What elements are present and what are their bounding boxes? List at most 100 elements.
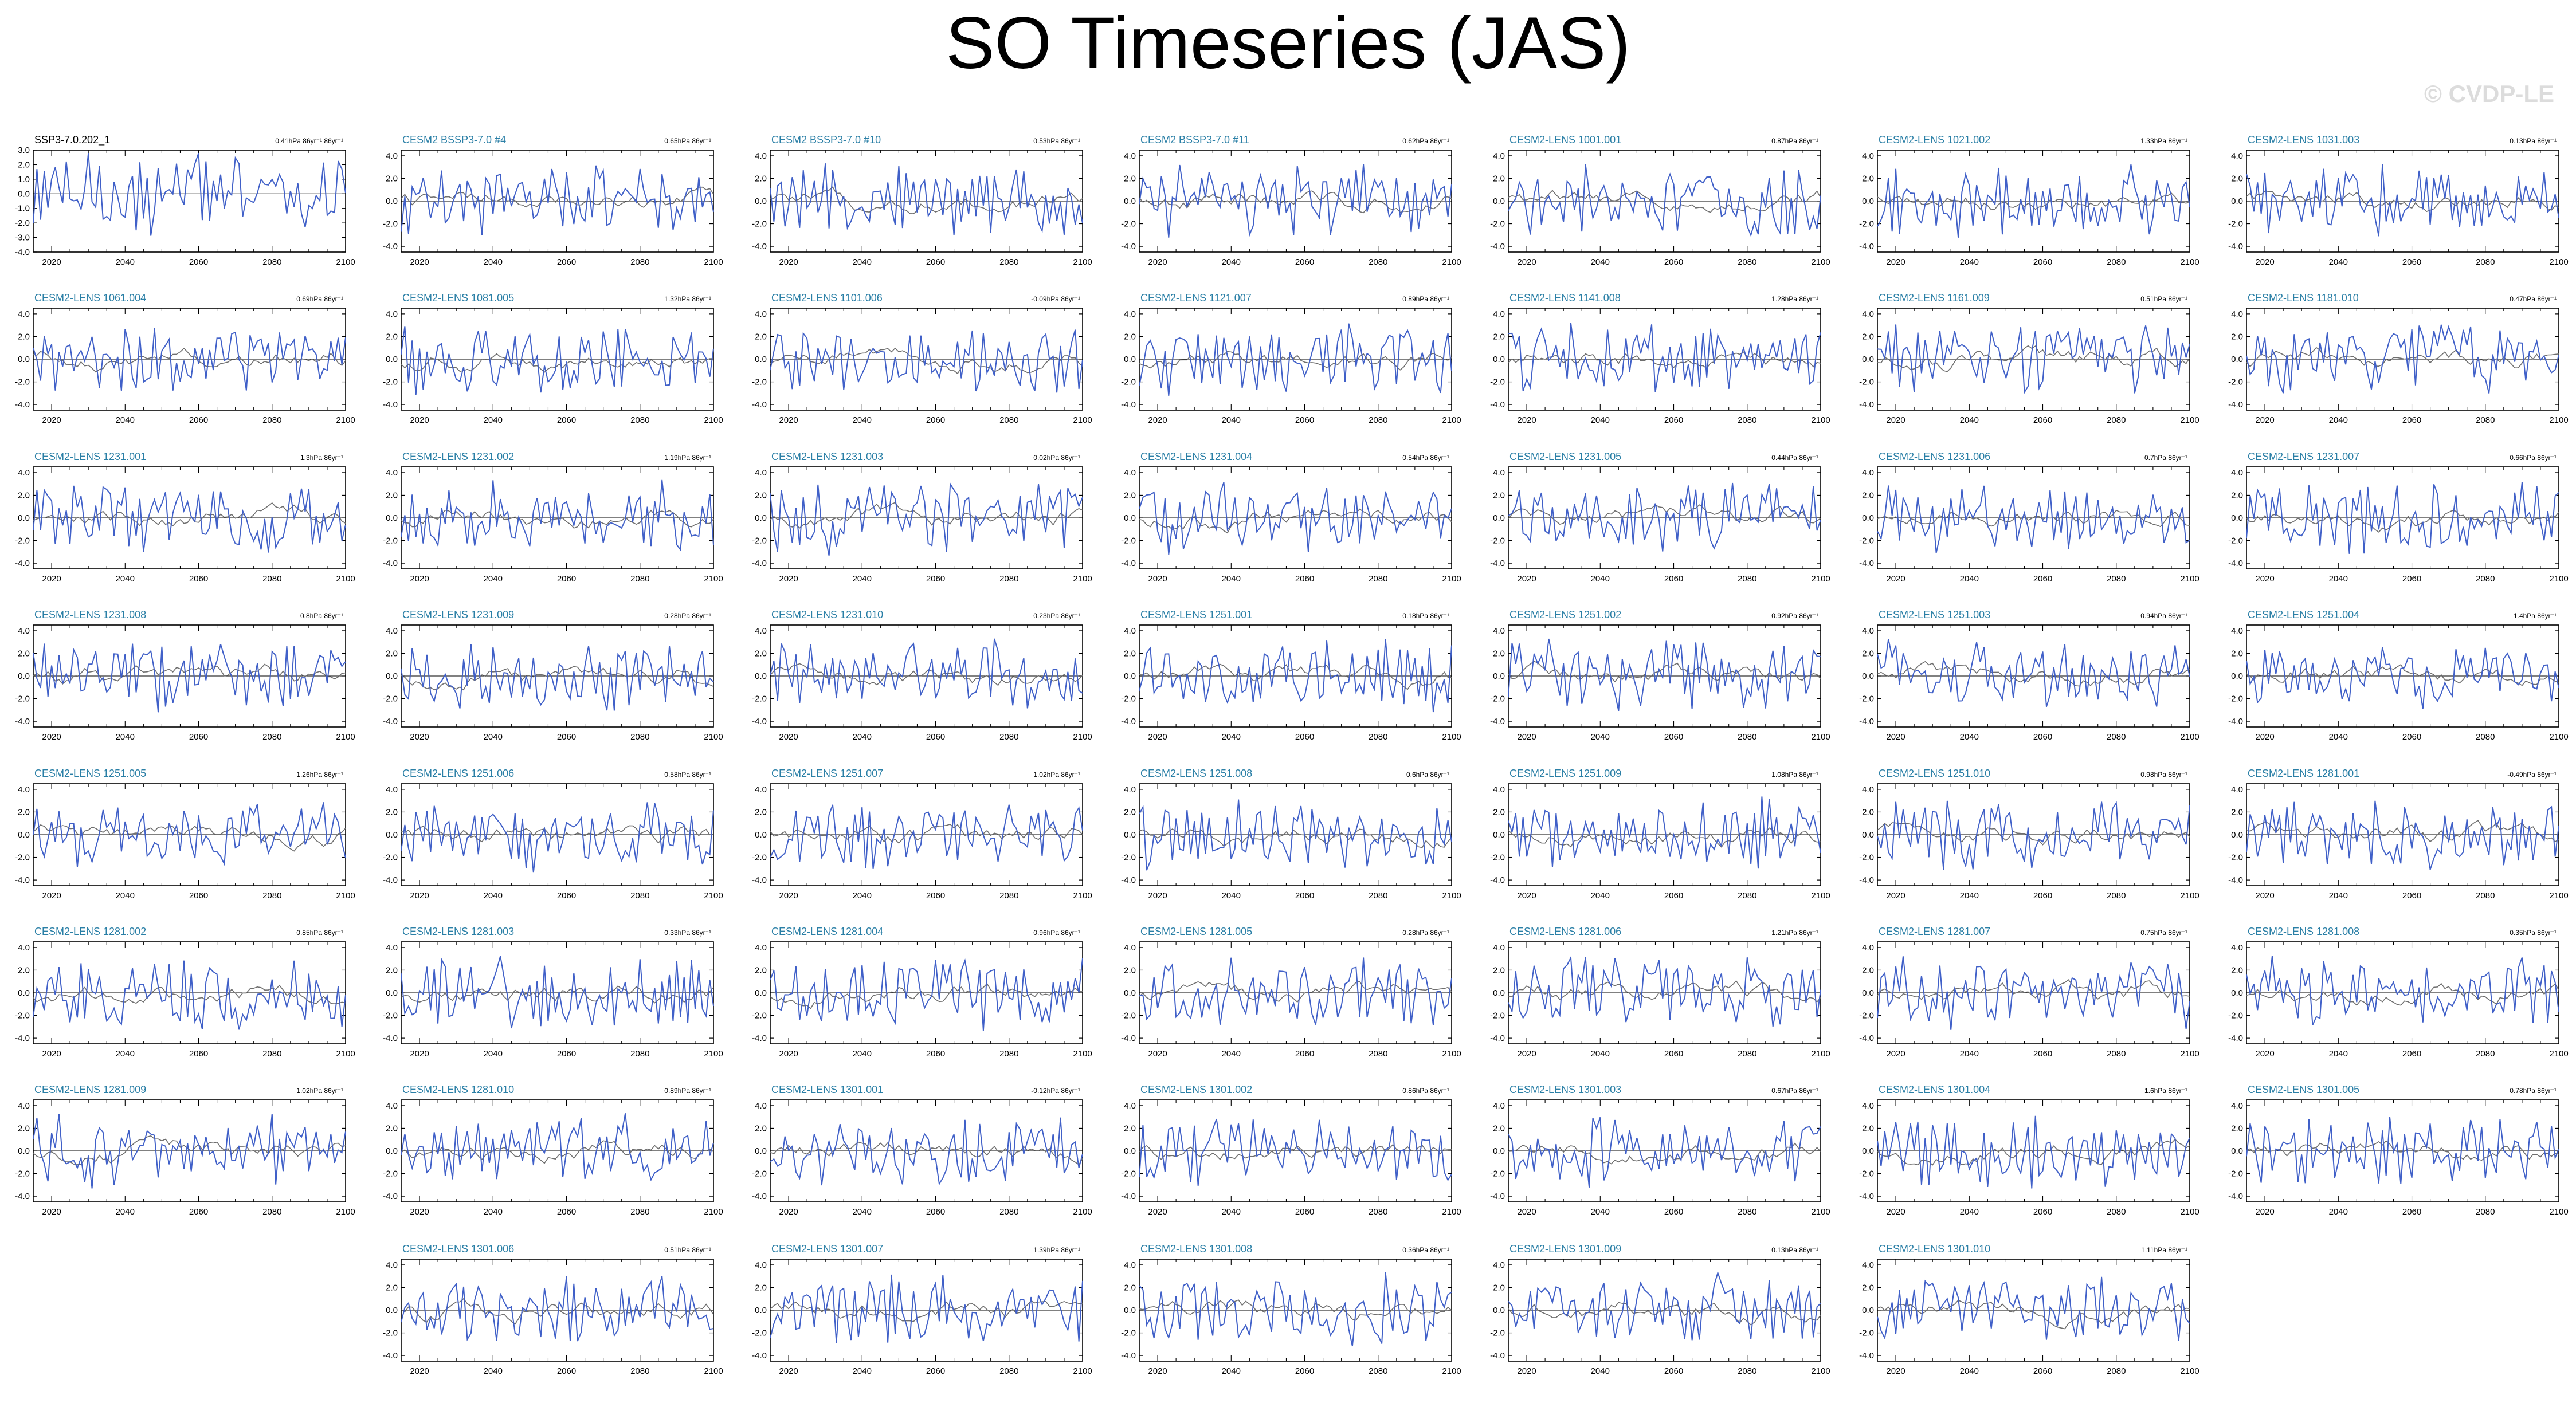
y-tick-label: -2.0: [1490, 219, 1505, 229]
panel-trend: 0.58hPa 86yr⁻¹: [664, 771, 711, 779]
x-tick-label: 2060: [2033, 257, 2052, 267]
x-tick-label: 2100: [704, 257, 723, 267]
x-tick-label: 2100: [2549, 891, 2568, 901]
y-tick-label: 2.0: [1862, 965, 1874, 975]
y-tick-label: 2.0: [1493, 1123, 1505, 1133]
x-tick-label: 2100: [1442, 1366, 1461, 1376]
x-tick-label: 2080: [999, 1207, 1018, 1217]
y-tick-label: 2.0: [386, 965, 398, 975]
panel-2: CESM2 BSSP3-7.0 #4 0.65hPa 86yr⁻¹ 4.0 2.0 0.…: [383, 134, 723, 267]
x-tick-label: 2080: [2107, 891, 2126, 901]
y-tick-label: 0.0: [2231, 830, 2243, 840]
x-tick-label: 2040: [853, 1049, 872, 1059]
y-tick-label: -2.0: [1121, 1169, 1136, 1179]
x-tick-label: 2020: [1517, 415, 1536, 425]
x-tick-label: 2060: [2402, 1049, 2421, 1059]
y-tick-label: -4.0: [752, 400, 767, 410]
y-tick-label: 4.0: [1862, 1260, 1874, 1270]
x-tick-label: 2020: [1886, 415, 1905, 425]
y-tick-label: 2.0: [386, 332, 398, 341]
panel-title: CESM2-LENS 1001.001: [1509, 134, 1621, 146]
y-tick-label: 4.0: [386, 151, 398, 161]
x-tick-label: 2080: [999, 732, 1018, 742]
panel-trend: 0.33hPa 86yr⁻¹: [664, 929, 711, 937]
panel-trend: 1.32hPa 86yr⁻¹: [664, 295, 711, 303]
x-tick-label: 2060: [2402, 415, 2421, 425]
y-tick-label: -2.0: [752, 1169, 767, 1179]
y-tick-label: 4.0: [386, 943, 398, 953]
x-tick-label: 2080: [262, 257, 281, 267]
y-tick-label: 0.0: [755, 196, 767, 206]
y-tick-label: 2.0: [1862, 1283, 1874, 1292]
x-tick-label: 2040: [1960, 732, 1979, 742]
x-tick-label: 2100: [2180, 257, 2199, 267]
ensemble-mean-line: [1508, 1142, 1821, 1165]
panel-title: CESM2-LENS 1281.002: [34, 926, 146, 937]
x-tick-label: 2020: [42, 732, 61, 742]
y-tick-label: 2.0: [2231, 490, 2243, 500]
ensemble-mean-line: [770, 663, 1083, 686]
y-tick-label: 4.0: [1124, 943, 1136, 953]
panel-trend: 0.87hPa 86yr⁻¹: [1771, 137, 1818, 145]
panel-trend: 0.78hPa 86yr⁻¹: [2510, 1087, 2557, 1095]
x-tick-label: 2020: [779, 1366, 798, 1376]
y-tick-label: -2.0: [752, 219, 767, 229]
y-tick-label: -1.0: [15, 204, 30, 214]
x-tick-label: 2040: [2329, 891, 2348, 901]
panel-trend: 0.28hPa 86yr⁻¹: [1402, 929, 1449, 937]
x-tick-label: 2060: [557, 891, 576, 901]
panel-title: CESM2-LENS 1231.002: [402, 451, 514, 462]
panel-trend: 0.66hPa 86yr⁻¹: [2510, 454, 2557, 462]
y-tick-label: 4.0: [1493, 785, 1505, 795]
y-tick-label: -4.0: [383, 559, 398, 568]
y-tick-label: 0.0: [1124, 1146, 1136, 1156]
y-tick-label: 4.0: [1493, 151, 1505, 161]
x-tick-label: 2040: [484, 1207, 503, 1217]
x-tick-label: 2020: [42, 415, 61, 425]
member-series-line: [1877, 1276, 2190, 1341]
y-tick-label: 2.0: [2231, 965, 2243, 975]
y-tick-label: 4.0: [1493, 468, 1505, 478]
panel-title: CESM2 BSSP3-7.0 #10: [771, 134, 881, 146]
panel-trend: 0.62hPa 86yr⁻¹: [1402, 137, 1449, 145]
member-series-line: [1139, 957, 1452, 1025]
panel-8: CESM2-LENS 1061.004 0.69hPa 86yr⁻¹ 4.0 2.0 0…: [15, 292, 355, 425]
ensemble-mean-line: [1877, 1299, 2190, 1330]
y-tick-label: -2.0: [1859, 1169, 1874, 1179]
x-tick-label: 2060: [1295, 415, 1314, 425]
x-tick-label: 2100: [1073, 574, 1092, 584]
y-tick-label: 0.0: [755, 355, 767, 364]
panel-trend: 0.02hPa 86yr⁻¹: [1033, 454, 1080, 462]
y-tick-label: 2.0: [1862, 648, 1874, 658]
x-tick-label: 2040: [1960, 574, 1979, 584]
x-tick-label: 2020: [779, 1049, 798, 1059]
ensemble-mean-line: [1877, 979, 2190, 1000]
panel-trend: 0.67hPa 86yr⁻¹: [1771, 1087, 1818, 1095]
y-tick-label: 4.0: [18, 468, 30, 478]
y-tick-label: 2.0: [755, 1123, 767, 1133]
y-tick-label: -4.0: [1121, 717, 1136, 726]
x-tick-label: 2100: [336, 257, 355, 267]
x-tick-label: 2020: [42, 1207, 61, 1217]
x-tick-label: 2080: [262, 1207, 281, 1217]
x-tick-label: 2020: [1148, 1049, 1167, 1059]
panel-trend: 1.4hPa 86yr⁻¹: [2514, 612, 2557, 620]
y-tick-label: 2.0: [1493, 174, 1505, 183]
x-tick-label: 2080: [999, 257, 1018, 267]
x-tick-label: 2060: [926, 891, 945, 901]
panel-title: CESM2-LENS 1301.003: [1509, 1084, 1621, 1095]
panel-50: CESM2-LENS 1301.006 0.51hPa 86yr⁻¹ 4.0 2.0 0…: [383, 1243, 723, 1376]
y-tick-label: -4.0: [2228, 242, 2243, 251]
ensemble-mean-line: [1139, 508, 1452, 534]
member-series-line: [33, 485, 346, 553]
y-tick-label: 0.0: [1862, 1146, 1874, 1156]
x-tick-label: 2040: [116, 415, 135, 425]
member-series-line: [2246, 956, 2559, 1025]
panel-4: CESM2 BSSP3-7.0 #11 0.62hPa 86yr⁻¹ 4.0 2.0 0…: [1121, 134, 1461, 267]
y-tick-label: 0.0: [386, 830, 398, 840]
x-tick-label: 2100: [704, 891, 723, 901]
y-tick-label: 4.0: [386, 468, 398, 478]
panel-24: CESM2-LENS 1231.010 0.23hPa 86yr⁻¹ 4.0 2.0 0…: [752, 609, 1092, 742]
y-tick-label: 0.0: [1124, 988, 1136, 998]
panel-title: CESM2-LENS 1231.010: [771, 609, 883, 620]
